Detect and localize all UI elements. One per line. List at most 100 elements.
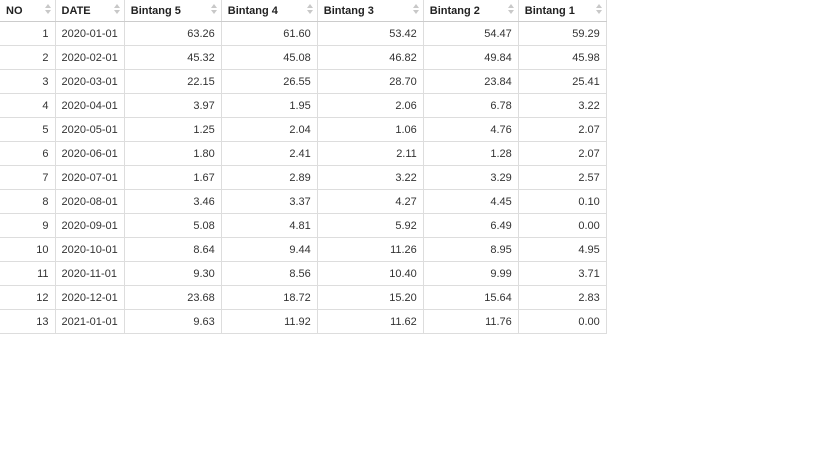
table-row: 13 2021-01-01 9.63 11.92 11.62 11.76 0.00 (0, 309, 607, 334)
column-header-bintang-3[interactable]: Bintang 3 (317, 0, 424, 22)
table-cell: 11.26 (317, 237, 424, 262)
sort-icon[interactable] (210, 4, 217, 16)
sort-icon[interactable] (306, 4, 313, 16)
sort-icon[interactable] (412, 4, 419, 16)
table-cell: 9.44 (221, 237, 318, 262)
table-row: 12 2020-12-01 23.68 18.72 15.20 15.64 2.83 (0, 285, 607, 310)
table-cell: 26.55 (221, 69, 318, 94)
table-cell: 2.04 (221, 117, 318, 142)
table-cell: 7 (0, 165, 56, 190)
table-cell: 2.11 (317, 141, 424, 166)
table-cell: 2020-12-01 (55, 285, 125, 310)
table-row: 8 2020-08-01 3.46 3.37 4.27 4.45 0.10 (0, 189, 607, 214)
table-cell: 2020-08-01 (55, 189, 125, 214)
column-header-no[interactable]: NO (0, 0, 56, 22)
table-cell: 15.20 (317, 285, 424, 310)
table-cell: 3.71 (518, 261, 607, 286)
table-cell: 2.89 (221, 165, 318, 190)
table-cell: 0.00 (518, 213, 607, 238)
table-cell: 8.64 (124, 237, 222, 262)
table-row: 3 2020-03-01 22.15 26.55 28.70 23.84 25.41 (0, 69, 607, 94)
table-cell: 1 (0, 21, 56, 46)
table-cell: 11.62 (317, 309, 424, 334)
table-cell: 2020-10-01 (55, 237, 125, 262)
table-cell: 3.97 (124, 93, 222, 118)
table-cell: 46.82 (317, 45, 424, 70)
table-cell: 2020-03-01 (55, 69, 125, 94)
column-header-bintang-4[interactable]: Bintang 4 (221, 0, 318, 22)
table-row: 2 2020-02-01 45.32 45.08 46.82 49.84 45.98 (0, 45, 607, 70)
table-cell: 63.26 (124, 21, 222, 46)
table-row: 10 2020-10-01 8.64 9.44 11.26 8.95 4.95 (0, 237, 607, 262)
table-cell: 2 (0, 45, 56, 70)
column-header-bintang-5[interactable]: Bintang 5 (124, 0, 222, 22)
table-cell: 13 (0, 309, 56, 334)
table-cell: 49.84 (423, 45, 519, 70)
table-cell: 11.76 (423, 309, 519, 334)
table-cell: 0.00 (518, 309, 607, 334)
sort-icon[interactable] (113, 4, 120, 16)
table-cell: 5.92 (317, 213, 424, 238)
table-cell: 3.37 (221, 189, 318, 214)
column-header-date[interactable]: DATE (55, 0, 125, 22)
table-cell: 22.15 (124, 69, 222, 94)
table-cell: 45.32 (124, 45, 222, 70)
sort-icon[interactable] (595, 4, 602, 16)
table-cell: 61.60 (221, 21, 318, 46)
table-cell: 9.30 (124, 261, 222, 286)
table-cell: 2020-11-01 (55, 261, 125, 286)
table-cell: 59.29 (518, 21, 607, 46)
table-body: 1 2020-01-01 63.26 61.60 53.42 54.47 59.29 2 202… (0, 21, 607, 334)
sort-icon[interactable] (44, 4, 51, 16)
table-cell: 6.49 (423, 213, 519, 238)
table-cell: 2020-05-01 (55, 117, 125, 142)
table-cell: 3.46 (124, 189, 222, 214)
table-cell: 5 (0, 117, 56, 142)
table-cell: 2020-02-01 (55, 45, 125, 70)
table-cell: 0.10 (518, 189, 607, 214)
table-cell: 1.80 (124, 141, 222, 166)
table-cell: 6 (0, 141, 56, 166)
table-cell: 2020-06-01 (55, 141, 125, 166)
table-cell: 1.67 (124, 165, 222, 190)
table-cell: 4.45 (423, 189, 519, 214)
table-cell: 2020-04-01 (55, 93, 125, 118)
table-cell: 4.76 (423, 117, 519, 142)
table-cell: 8.56 (221, 261, 318, 286)
table-cell: 8 (0, 189, 56, 214)
table-cell: 2.41 (221, 141, 318, 166)
table-row: 7 2020-07-01 1.67 2.89 3.22 3.29 2.57 (0, 165, 607, 190)
sort-icon[interactable] (507, 4, 514, 16)
table-cell: 25.41 (518, 69, 607, 94)
column-header-bintang-1[interactable]: Bintang 1 (518, 0, 607, 22)
table-cell: 54.47 (423, 21, 519, 46)
table-cell: 1.06 (317, 117, 424, 142)
table-cell: 15.64 (423, 285, 519, 310)
table-cell: 2.07 (518, 141, 607, 166)
table-cell: 4.81 (221, 213, 318, 238)
table-cell: 4.95 (518, 237, 607, 262)
table-cell: 9.99 (423, 261, 519, 286)
table-row: 6 2020-06-01 1.80 2.41 2.11 1.28 2.07 (0, 141, 607, 166)
table-cell: 2020-09-01 (55, 213, 125, 238)
table-cell: 9.63 (124, 309, 222, 334)
table-cell: 23.68 (124, 285, 222, 310)
table-cell: 1.95 (221, 93, 318, 118)
table-cell: 18.72 (221, 285, 318, 310)
table-row: 5 2020-05-01 1.25 2.04 1.06 4.76 2.07 (0, 117, 607, 142)
table-cell: 3.29 (423, 165, 519, 190)
table-row: 1 2020-01-01 63.26 61.60 53.42 54.47 59.29 (0, 21, 607, 46)
table-row: 11 2020-11-01 9.30 8.56 10.40 9.99 3.71 (0, 261, 607, 286)
table-cell: 2020-07-01 (55, 165, 125, 190)
table-cell: 45.98 (518, 45, 607, 70)
data-table: NO DATE Bintang 5 Bintang 4 Bintang 3 Bi… (0, 0, 607, 334)
table-cell: 4.27 (317, 189, 424, 214)
table-cell: 28.70 (317, 69, 424, 94)
column-header-bintang-2[interactable]: Bintang 2 (423, 0, 519, 22)
table-cell: 2.83 (518, 285, 607, 310)
table-cell: 3 (0, 69, 56, 94)
table-cell: 5.08 (124, 213, 222, 238)
table-cell: 4 (0, 93, 56, 118)
table-cell: 12 (0, 285, 56, 310)
table-cell: 3.22 (317, 165, 424, 190)
